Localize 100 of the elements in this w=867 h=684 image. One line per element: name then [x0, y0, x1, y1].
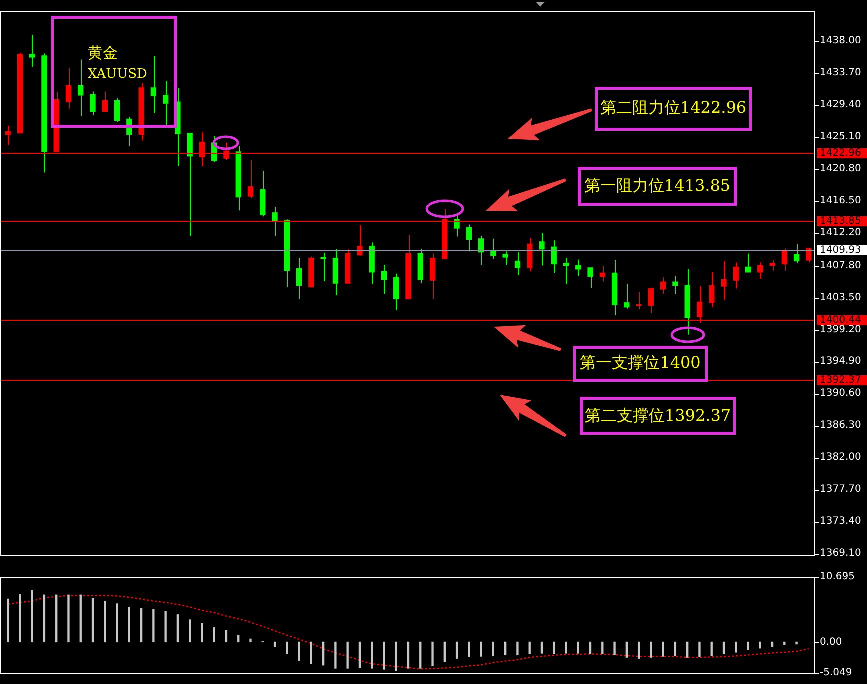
annotation: 第二阻力位1422.96	[595, 86, 752, 131]
bar	[771, 642, 774, 647]
bar	[286, 642, 288, 654]
bar	[104, 600, 106, 643]
bar	[225, 630, 228, 643]
y-tick-label: 1438.00	[820, 36, 862, 47]
ref-line-label: 1409.93	[820, 245, 862, 256]
candlestick	[782, 248, 788, 272]
candlestick	[114, 98, 120, 123]
bar	[310, 642, 313, 664]
y-tick-label: 1425.10	[820, 132, 862, 143]
bar	[686, 642, 689, 658]
bar	[650, 642, 652, 658]
bar	[577, 642, 580, 654]
bar	[747, 642, 750, 650]
candlestick	[721, 260, 727, 300]
candlestick	[381, 264, 388, 294]
ref-line-label: 1400.44	[820, 315, 862, 326]
text: 黄金	[88, 43, 118, 64]
y-tick-label: 1394.90	[820, 356, 862, 368]
bar	[710, 642, 713, 656]
candlestick	[430, 253, 436, 300]
bar	[164, 611, 167, 643]
candlestick	[502, 251, 508, 266]
bar	[322, 642, 325, 666]
ref-line-label: 1392.37	[820, 375, 862, 386]
y-tick-label: 1416.50	[820, 196, 862, 207]
candlestick	[150, 55, 157, 114]
bar	[128, 607, 130, 643]
candlestick	[806, 247, 812, 264]
bar	[722, 642, 726, 654]
candlestick	[514, 252, 521, 276]
text: XAUUSD	[88, 66, 148, 84]
bar	[189, 620, 192, 643]
bar	[358, 642, 362, 668]
annotation: 第一支撑位1400	[573, 346, 708, 382]
y-tick-label: 1433.70	[820, 68, 862, 79]
bar	[383, 642, 386, 670]
bar	[662, 642, 664, 657]
bar	[553, 642, 556, 654]
annotation: 第二支撑位1392.37	[580, 397, 736, 436]
candlestick	[30, 34, 36, 68]
bar	[31, 590, 34, 643]
bar	[614, 642, 616, 656]
annotation: 第一阻力位1413.85	[578, 166, 737, 206]
bar	[528, 642, 531, 654]
bar	[784, 642, 786, 646]
y-tick-label: 1369.10	[820, 548, 862, 560]
candlestick	[576, 259, 582, 277]
bar	[346, 642, 349, 669]
bar	[540, 642, 544, 654]
bar	[468, 642, 470, 658]
candlestick	[248, 160, 254, 199]
candlestick	[162, 80, 169, 128]
candlestick	[733, 262, 739, 290]
candlestick	[66, 68, 72, 110]
bar	[626, 642, 628, 658]
bar	[444, 642, 446, 662]
line-series	[7, 595, 810, 670]
candlestick	[758, 262, 764, 280]
candlestick	[551, 240, 557, 274]
ref-line-label: 1422.96	[820, 148, 862, 160]
bar	[504, 642, 507, 656]
y-tick-label: 1373.40	[820, 516, 862, 528]
bar	[274, 642, 276, 648]
y-tick-label: 1390.60	[820, 388, 862, 400]
bar	[395, 642, 398, 672]
bar	[152, 610, 155, 643]
candlestick	[454, 212, 460, 238]
bar	[638, 642, 640, 659]
candlestick	[296, 258, 302, 300]
bar	[68, 594, 70, 643]
bar	[516, 642, 519, 656]
bar	[407, 642, 410, 669]
candlestick	[709, 272, 715, 308]
candlestick	[478, 235, 484, 266]
candlestick	[648, 288, 654, 314]
bar	[589, 642, 592, 654]
candlestick	[90, 91, 96, 116]
candlestick	[102, 91, 108, 112]
candlestick	[588, 267, 594, 289]
candlestick	[466, 224, 472, 252]
bar	[92, 598, 94, 643]
y-tick-label: -5.049	[820, 668, 852, 679]
y-tick-label: 1412.20	[820, 228, 862, 239]
y-tick-label: 1386.30	[820, 420, 862, 432]
bar	[43, 594, 46, 643]
bar	[492, 642, 495, 656]
bar	[565, 642, 568, 654]
bar	[250, 638, 252, 643]
bar	[201, 623, 204, 643]
bar	[176, 614, 180, 643]
candlestick	[490, 238, 496, 260]
candlestick	[794, 244, 800, 264]
candlestick	[187, 132, 193, 236]
candlestick	[624, 284, 630, 310]
candlestick	[745, 253, 752, 273]
candlestick	[636, 292, 642, 310]
bar	[674, 642, 677, 656]
bar	[334, 642, 337, 669]
